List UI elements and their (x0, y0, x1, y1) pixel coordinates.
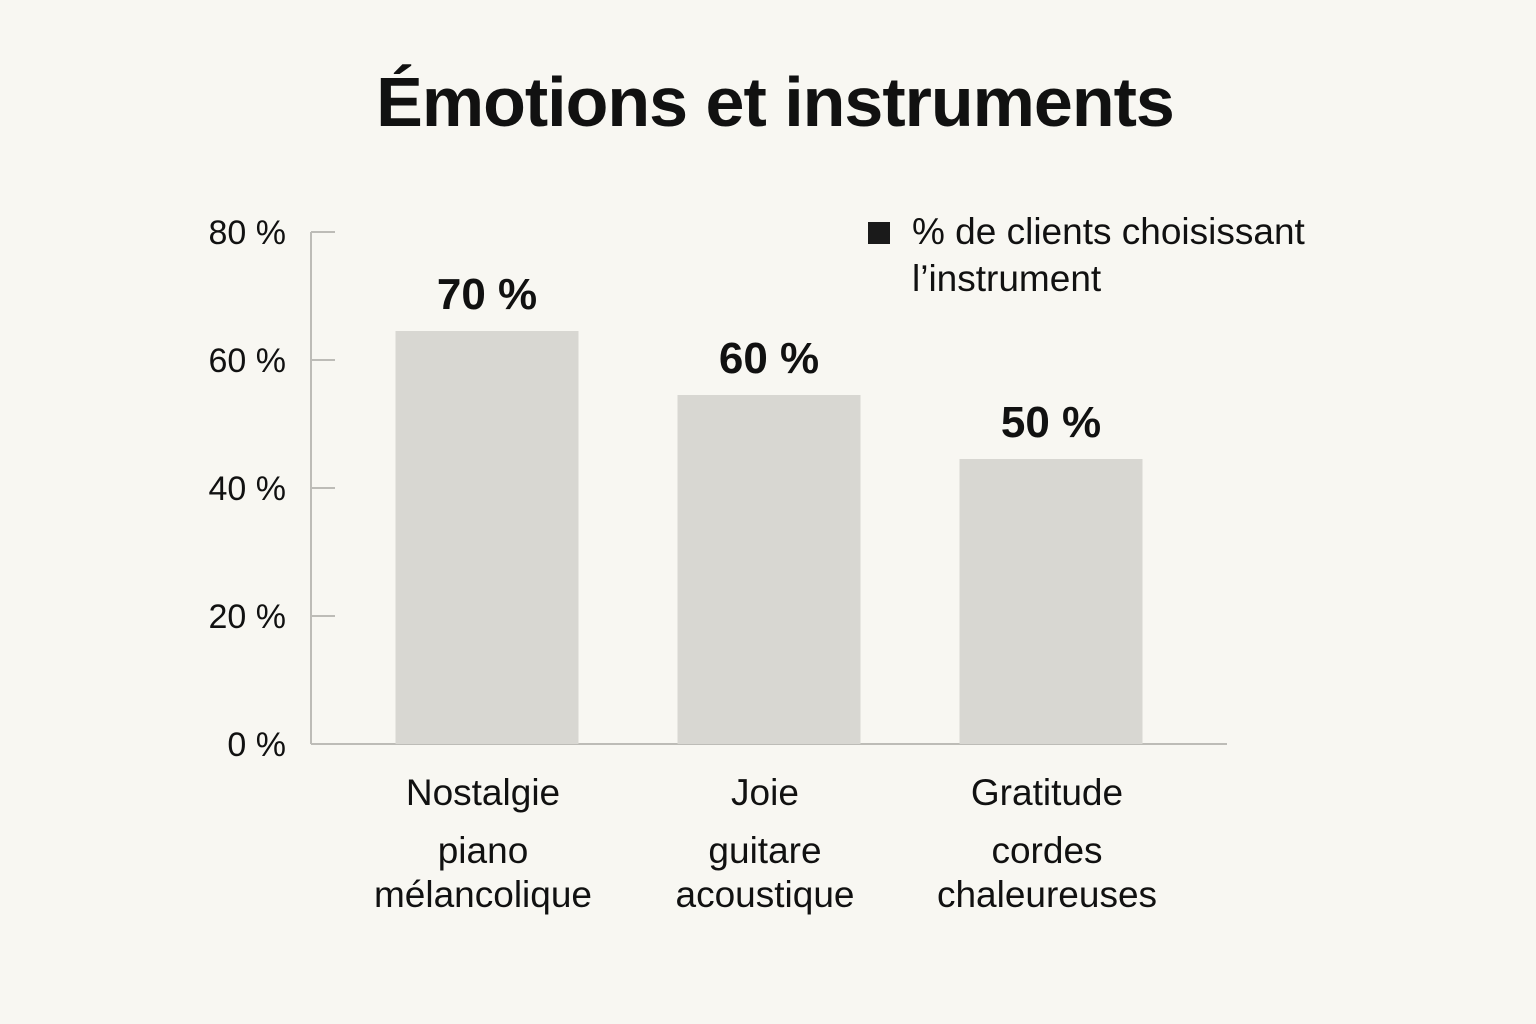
category-emotion-label: Nostalgie (406, 772, 560, 813)
category-instrument-label: mélancolique (374, 874, 592, 915)
legend-swatch (868, 222, 890, 244)
category-emotion-label: Gratitude (971, 772, 1123, 813)
category-instrument-label: guitare (708, 830, 821, 871)
y-tick-label: 0 % (227, 726, 286, 764)
bar (395, 331, 579, 744)
chart-bars (395, 331, 1143, 744)
chart-title: Émotions et instruments (376, 63, 1175, 141)
category-instrument-label: piano (438, 830, 529, 871)
category-instrument-label: cordes (991, 830, 1102, 871)
category-emotion-label: Joie (731, 772, 799, 813)
bar (677, 395, 861, 744)
y-tick-label: 60 % (209, 342, 287, 380)
bar (959, 459, 1143, 744)
data-label: 50 % (1001, 398, 1101, 447)
legend: % de clients choisissant l’instrument (868, 208, 1372, 302)
data-label: 60 % (719, 334, 819, 383)
y-tick-label: 40 % (209, 470, 287, 508)
data-label: 70 % (437, 270, 537, 319)
legend-label: % de clients choisissant l’instrument (912, 211, 1305, 299)
y-tick-label: 20 % (209, 598, 287, 636)
category-instrument-label: chaleureuses (937, 874, 1157, 915)
y-tick-label: 80 % (209, 214, 287, 252)
category-instrument-label: acoustique (676, 874, 855, 915)
